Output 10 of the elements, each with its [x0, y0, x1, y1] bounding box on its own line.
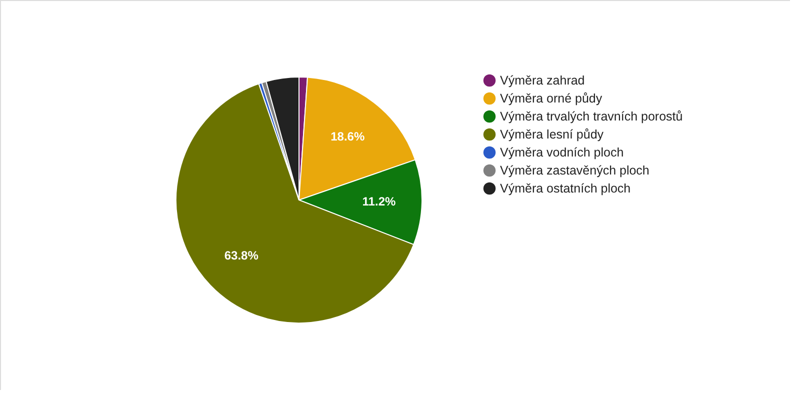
legend-label: Výměra zastavěných ploch: [500, 164, 650, 178]
legend-label: Výměra lesní půdy: [500, 128, 604, 142]
legend-label: Výměra vodních ploch: [500, 146, 624, 160]
data-label: 11.2%: [362, 194, 396, 209]
legend-label: Výměra ostatních ploch: [500, 182, 631, 196]
data-label: 63.8%: [224, 248, 259, 262]
data-label: 18.6%: [330, 129, 365, 144]
legend-label: Výměra orné půdy: [500, 92, 603, 106]
legend-label: Výměra zahrad: [500, 74, 585, 88]
legend-label: Výměra trvalých travních porostů: [500, 110, 683, 124]
